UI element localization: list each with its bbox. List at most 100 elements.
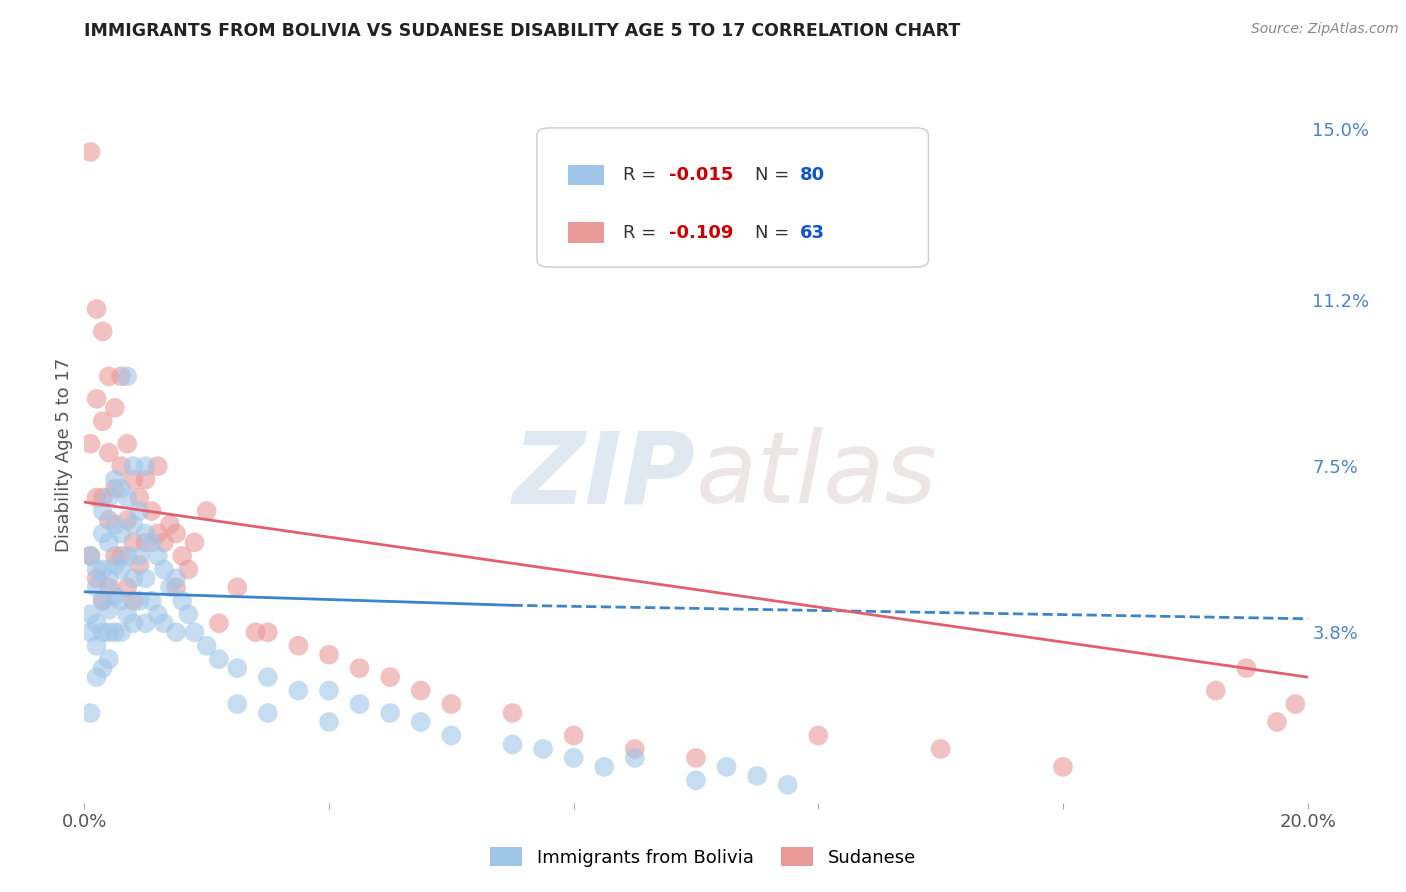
Point [79, 436, 101, 450]
Point [146, 549, 169, 563]
FancyBboxPatch shape [568, 164, 605, 186]
Point [110, 625, 132, 640]
Point [115, 369, 138, 384]
Point [91, 491, 114, 505]
Point [208, 616, 231, 631]
Point [128, 504, 150, 518]
Point [128, 594, 150, 608]
Point [349, 661, 371, 675]
Point [195, 504, 218, 518]
Point [135, 473, 157, 487]
Point [115, 436, 138, 450]
Point [716, 760, 738, 774]
Point [685, 751, 707, 765]
Point [79, 607, 101, 622]
Point [91, 625, 114, 640]
Point [318, 683, 340, 698]
Point [165, 571, 187, 585]
Point [257, 625, 280, 640]
Legend: Immigrants from Bolivia, Sudanese: Immigrants from Bolivia, Sudanese [482, 840, 924, 874]
Point [104, 401, 127, 415]
Point [104, 482, 127, 496]
Point [86, 571, 108, 585]
Point [349, 697, 371, 711]
Point [502, 706, 524, 720]
Point [115, 549, 138, 563]
Text: ZIP: ZIP [513, 427, 696, 524]
Point [318, 714, 340, 729]
Point [122, 571, 145, 585]
Point [104, 625, 127, 640]
Point [287, 683, 309, 698]
Point [97, 603, 120, 617]
Point [115, 580, 138, 594]
Point [91, 661, 114, 675]
FancyBboxPatch shape [568, 222, 605, 243]
Point [135, 571, 157, 585]
Point [135, 616, 157, 631]
Text: Source: ZipAtlas.com: Source: ZipAtlas.com [1251, 22, 1399, 37]
Point [440, 729, 463, 743]
Point [86, 580, 108, 594]
Point [79, 706, 101, 720]
Point [593, 760, 616, 774]
Point [159, 580, 181, 594]
Point [97, 369, 120, 384]
Point [562, 751, 585, 765]
Point [226, 697, 249, 711]
Point [318, 648, 340, 662]
Text: N =: N = [755, 224, 794, 242]
Point [287, 639, 309, 653]
Text: atlas: atlas [696, 427, 938, 524]
Point [165, 526, 187, 541]
Point [165, 580, 187, 594]
Y-axis label: Disability Age 5 to 17: Disability Age 5 to 17 [55, 358, 73, 552]
Point [104, 590, 127, 604]
Point [624, 742, 647, 756]
Text: R =: R = [623, 166, 662, 184]
Point [1205, 683, 1227, 698]
Point [146, 526, 169, 541]
Point [440, 697, 463, 711]
Point [91, 325, 114, 339]
Point [115, 513, 138, 527]
Point [172, 594, 194, 608]
FancyBboxPatch shape [537, 128, 928, 267]
Point [91, 414, 114, 428]
Point [153, 562, 176, 576]
Text: 80: 80 [800, 166, 825, 184]
Point [135, 526, 157, 541]
Point [165, 625, 187, 640]
Point [110, 549, 132, 563]
Point [153, 616, 176, 631]
Point [531, 742, 554, 756]
Point [122, 459, 145, 474]
Point [79, 549, 101, 563]
Point [97, 580, 120, 594]
Point [146, 459, 169, 474]
Point [122, 616, 145, 631]
Point [97, 513, 120, 527]
Text: IMMIGRANTS FROM BOLIVIA VS SUDANESE DISABILITY AGE 5 TO 17 CORRELATION CHART: IMMIGRANTS FROM BOLIVIA VS SUDANESE DISA… [84, 22, 960, 40]
Point [807, 729, 830, 743]
Point [409, 683, 432, 698]
Text: 63: 63 [800, 224, 825, 242]
Point [122, 473, 145, 487]
Point [562, 729, 585, 743]
Point [195, 639, 218, 653]
Point [257, 670, 280, 684]
Point [141, 594, 163, 608]
Text: R =: R = [623, 224, 662, 242]
Point [141, 535, 163, 549]
Point [110, 482, 132, 496]
Point [226, 580, 249, 594]
Point [172, 549, 194, 563]
Point [97, 625, 120, 640]
Point [110, 526, 132, 541]
Point [97, 652, 120, 666]
Point [177, 562, 200, 576]
Point [747, 769, 769, 783]
Point [110, 369, 132, 384]
Point [245, 625, 267, 640]
Point [86, 639, 108, 653]
